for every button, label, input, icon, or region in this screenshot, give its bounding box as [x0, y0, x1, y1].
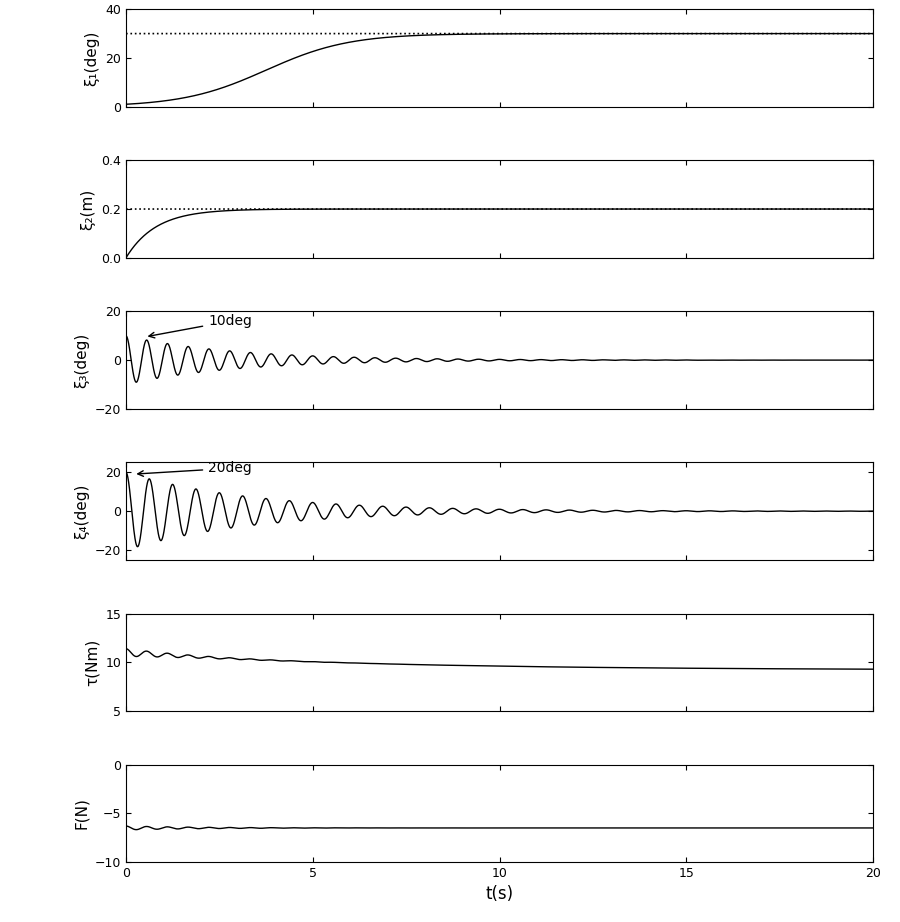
- Y-axis label: ξ₁(deg): ξ₁(deg): [85, 30, 100, 86]
- Y-axis label: τ(Nm): τ(Nm): [85, 639, 100, 686]
- Y-axis label: F(N): F(N): [74, 798, 89, 829]
- Text: 10deg: 10deg: [148, 314, 252, 337]
- Y-axis label: ξ₄(deg): ξ₄(deg): [74, 483, 89, 538]
- Y-axis label: ξ₂(m): ξ₂(m): [81, 188, 95, 230]
- Text: 20deg: 20deg: [138, 461, 252, 477]
- X-axis label: t(s): t(s): [485, 885, 514, 904]
- Y-axis label: ξ₃(deg): ξ₃(deg): [74, 333, 89, 388]
